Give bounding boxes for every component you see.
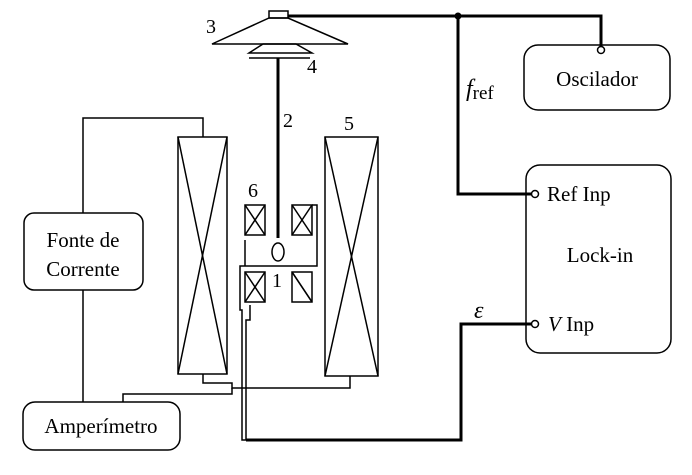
v-inp-label: V Inp [548,312,594,336]
pickup-coil-lower-right [291,271,313,303]
left-large-coil [177,136,228,375]
number-6: 6 [248,180,258,202]
coil-return-wire-2 [122,388,233,402]
pickup-coil-wiring [239,204,318,441]
ref-input-terminal [530,189,540,199]
f-ref-main: f [466,76,476,102]
pickup-coil-lower-left [244,271,266,303]
ammeter-box [22,401,181,451]
v-inp-rest: Inp [561,312,594,336]
pickup-coil-upper-left [244,204,266,236]
current-source-to-coil-wire [82,117,204,213]
f-ref-sub: ref [473,83,495,104]
epsilon-label: ε [474,298,484,324]
f-ref-label: fref [466,76,494,104]
oscillator-box [523,44,671,111]
lockin-box [525,164,672,354]
signal-wire [246,322,531,442]
ref-inp-label: Ref Inp [547,182,611,206]
number-3: 3 [206,16,216,38]
v-input-terminal [530,319,540,329]
pickup-coil-upper-right [291,204,313,236]
v-inp-italic: V [548,312,563,336]
current-source-label-line1: Fonte de [47,228,120,252]
right-large-coil [324,136,379,377]
number-2: 2 [283,110,293,132]
ammeter-label: Amperímetro [44,414,157,438]
number-4: 4 [307,56,317,78]
oscillator-wire [288,14,603,48]
oscillator-label: Oscilador [556,67,638,91]
oscillator-terminal [596,45,606,55]
number-5: 5 [344,113,354,135]
number-1: 1 [272,270,282,292]
sample [271,242,285,262]
coil-return-wire-1 [202,374,351,389]
reference-wire [456,16,531,196]
current-source-label-line2: Corrente [46,257,119,281]
lockin-label: Lock-in [567,243,634,267]
vibrator-head [211,10,349,59]
